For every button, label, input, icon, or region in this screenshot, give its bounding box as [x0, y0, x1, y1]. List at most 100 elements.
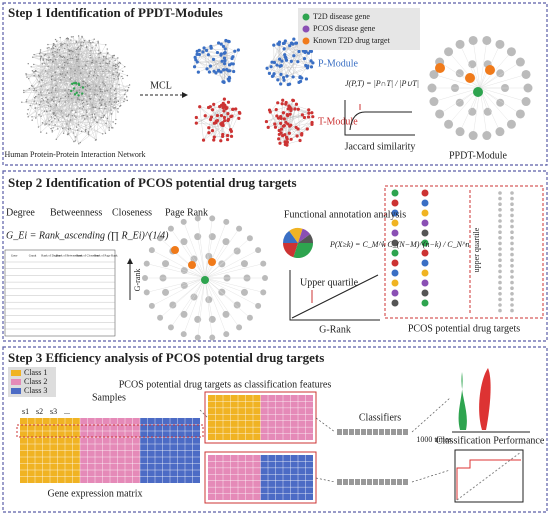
node [51, 129, 53, 132]
node [117, 76, 119, 78]
node [77, 58, 80, 60]
node [33, 71, 36, 73]
node [52, 53, 54, 56]
node [204, 48, 209, 52]
node [94, 89, 96, 91]
measure: Degree [6, 207, 35, 218]
node [33, 89, 35, 92]
node [113, 54, 116, 57]
node [72, 36, 74, 38]
step3-title: Step 3 Efficiency analysis of PCOS poten… [8, 350, 324, 365]
target [498, 196, 502, 201]
edge [276, 65, 281, 85]
edge [292, 55, 295, 77]
node [37, 126, 40, 128]
target [421, 199, 429, 207]
classifier-bar [355, 479, 360, 485]
node [195, 52, 199, 56]
node [277, 128, 281, 133]
t-module-label: T-Module [318, 116, 358, 127]
node [231, 107, 235, 112]
edge [68, 38, 84, 82]
node [82, 106, 85, 108]
node [111, 113, 113, 115]
uq-axes [289, 270, 380, 321]
node [74, 136, 77, 138]
node [26, 76, 28, 78]
node [53, 96, 55, 99]
node [427, 83, 437, 93]
node [276, 42, 280, 46]
edge [68, 50, 72, 115]
node [67, 94, 70, 96]
node [208, 258, 216, 266]
node [48, 46, 50, 49]
node [201, 138, 206, 142]
node [105, 68, 107, 71]
edge [28, 96, 36, 117]
node [100, 116, 102, 119]
matrix-block [208, 395, 261, 440]
jaccard-formula: J(P,T) = |P∩T| / |P∪T| [345, 79, 419, 88]
edge [204, 236, 213, 279]
node [104, 84, 106, 87]
edge [197, 236, 206, 279]
edge [99, 98, 111, 104]
node [59, 54, 61, 57]
edge [63, 56, 100, 58]
node [79, 86, 81, 89]
node [54, 117, 56, 120]
edge [287, 100, 293, 143]
node [69, 93, 72, 95]
node [34, 107, 37, 109]
node [300, 133, 304, 137]
uq-side-label: upper quartile [472, 227, 481, 272]
node [117, 78, 120, 80]
target [391, 299, 399, 307]
node [88, 75, 90, 77]
node [429, 69, 439, 79]
target [498, 275, 502, 279]
target [391, 189, 399, 197]
edge [277, 43, 281, 84]
edge [118, 75, 121, 106]
node [85, 129, 87, 131]
node [115, 97, 117, 99]
node [143, 260, 150, 267]
target [498, 280, 502, 285]
edge [277, 43, 298, 62]
edge [104, 103, 112, 115]
node [285, 140, 289, 144]
edge [47, 89, 107, 107]
node [92, 74, 95, 77]
node [90, 57, 92, 59]
node [62, 127, 64, 130]
node [33, 74, 35, 77]
target [510, 297, 514, 302]
edge [159, 277, 206, 318]
node [60, 55, 62, 58]
node [32, 71, 35, 73]
class-label: Class 3 [24, 386, 47, 395]
edge [54, 49, 77, 57]
node [21, 101, 23, 103]
edge [76, 126, 97, 140]
node [57, 128, 59, 130]
node [260, 289, 267, 296]
target [498, 202, 502, 206]
edge [67, 53, 99, 94]
target [510, 308, 514, 313]
node [62, 55, 65, 57]
node [198, 105, 202, 109]
node [50, 91, 53, 94]
edge [208, 127, 214, 141]
edge [60, 72, 68, 99]
legend-box [298, 8, 420, 50]
node [194, 215, 201, 222]
node [207, 70, 212, 74]
node [223, 59, 227, 63]
node [61, 73, 64, 75]
step2-title: Step 2 Identification of PCOS potential … [8, 175, 297, 190]
edge [102, 82, 119, 113]
node [105, 58, 107, 60]
